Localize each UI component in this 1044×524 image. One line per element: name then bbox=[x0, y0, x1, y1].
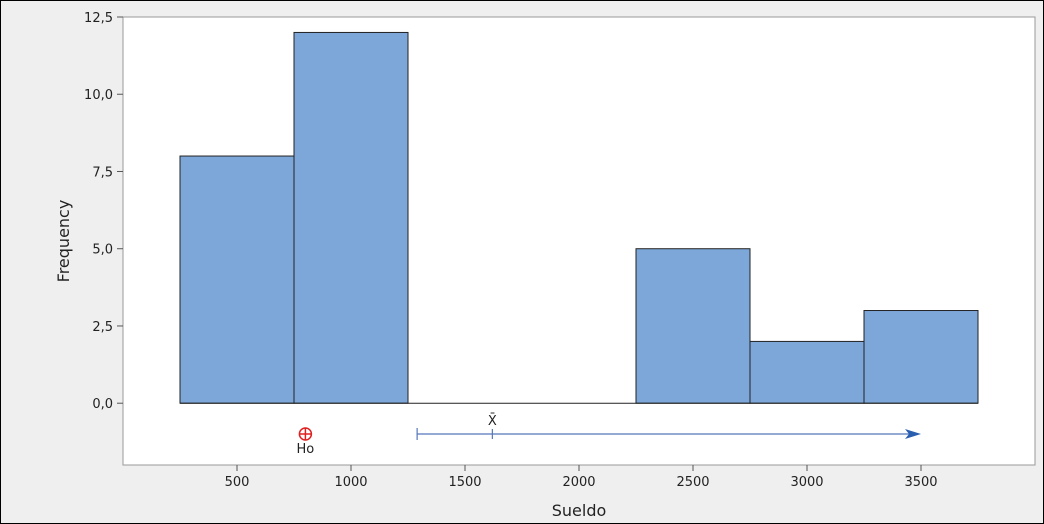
histogram-bar bbox=[179, 155, 295, 404]
mean-interval-arrow-icon bbox=[905, 429, 921, 439]
histogram-bar bbox=[293, 31, 409, 404]
x-tick-label: 3500 bbox=[904, 475, 937, 490]
x-axis: 500 1000 1500 2000 2500 3000 3500 bbox=[225, 465, 938, 490]
x-tick-label: 1500 bbox=[448, 475, 481, 490]
y-axis: 0,0 2,5 5,0 7,5 10,0 12,5 bbox=[84, 11, 123, 412]
h0-label: Ho bbox=[297, 442, 315, 457]
histogram-bar bbox=[635, 248, 751, 404]
x-tick-label: 3000 bbox=[790, 475, 823, 490]
histogram-bar bbox=[863, 310, 979, 404]
y-tick-label: 7,5 bbox=[92, 165, 113, 180]
y-tick-label: 2,5 bbox=[92, 320, 113, 335]
y-tick-label: 12,5 bbox=[84, 11, 113, 26]
y-tick-label: 5,0 bbox=[92, 243, 113, 258]
histogram-bars bbox=[179, 31, 979, 404]
x-tick-label: 2000 bbox=[562, 475, 595, 490]
y-tick-label: 0,0 bbox=[92, 397, 113, 412]
x-tick-label: 2500 bbox=[676, 475, 709, 490]
x-tick-label: 500 bbox=[225, 475, 250, 490]
y-tick-label: 10,0 bbox=[84, 88, 113, 103]
y-axis-title: Frequency bbox=[54, 200, 73, 283]
x-tick-label: 1000 bbox=[334, 475, 367, 490]
x-axis-title: Sueldo bbox=[552, 501, 607, 520]
hypothesis-markers: Ho X̄ bbox=[297, 414, 921, 457]
mean-label: X̄ bbox=[488, 414, 497, 429]
histogram-bar bbox=[749, 340, 865, 404]
